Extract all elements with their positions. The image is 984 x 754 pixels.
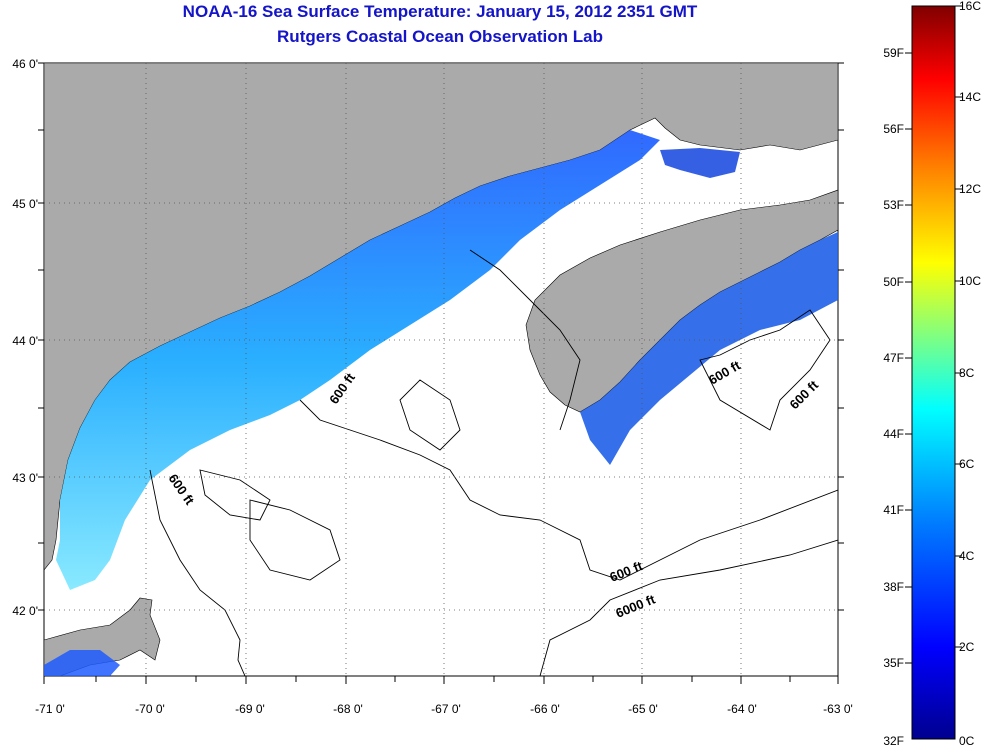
latitude-labels: 46 0' 45 0' 44 0' 43 0' 42 0'	[12, 57, 38, 618]
fahrenheit-label: 41F	[883, 503, 904, 517]
fahrenheit-label: 59F	[883, 46, 904, 60]
celsius-label: 12C	[959, 182, 981, 196]
lat-label: 45 0'	[12, 197, 38, 211]
celsius-label: 0C	[959, 734, 975, 748]
fahrenheit-label: 32F	[883, 734, 904, 748]
fahrenheit-label: 50F	[883, 275, 904, 289]
lat-label: 43 0'	[12, 471, 38, 485]
fahrenheit-label: 35F	[883, 656, 904, 670]
lon-label: -71 0'	[35, 702, 65, 716]
map-ticks	[38, 62, 844, 684]
colorbar-fahrenheit-labels: 59F 56F 53F 50F 47F 44F 41F 38F 35F 32F	[883, 46, 904, 748]
celsius-label: 2C	[959, 640, 975, 654]
lon-label: -67 0'	[431, 702, 461, 716]
lon-label: -69 0'	[235, 702, 265, 716]
fahrenheit-label: 56F	[883, 122, 904, 136]
lon-label: -63 0'	[823, 702, 853, 716]
sst-nova-scotia-band	[580, 232, 838, 465]
lat-label: 44 0'	[12, 334, 38, 348]
sst-cape-cod-patch	[44, 650, 120, 676]
fahrenheit-label: 53F	[883, 198, 904, 212]
map-title-line-1: NOAA-16 Sea Surface Temperature: January…	[182, 2, 698, 21]
lat-label: 42 0'	[12, 604, 38, 618]
fahrenheit-label: 44F	[883, 427, 904, 441]
celsius-label: 14C	[959, 90, 981, 104]
longitude-labels: -71 0' -70 0' -69 0' -68 0' -67 0' -66 0…	[35, 702, 853, 716]
colorbar-celsius-labels: 16C 14C 12C 10C 8C 6C 4C 2C 0C	[959, 0, 981, 748]
lat-label: 46 0'	[12, 57, 38, 71]
fahrenheit-label: 38F	[883, 580, 904, 594]
celsius-label: 10C	[959, 274, 981, 288]
lon-label: -70 0'	[135, 702, 165, 716]
celsius-label: 4C	[959, 549, 975, 563]
colorbar-ticks	[905, 5, 962, 664]
lon-label: -66 0'	[530, 702, 560, 716]
sst-fundy-patch	[660, 148, 740, 178]
fahrenheit-label: 47F	[883, 351, 904, 365]
lon-label: -64 0'	[727, 702, 757, 716]
celsius-label: 6C	[959, 457, 975, 471]
map-title-line-2: Rutgers Coastal Ocean Observation Lab	[277, 27, 603, 46]
lon-label: -65 0'	[628, 702, 658, 716]
celsius-label: 8C	[959, 366, 975, 380]
colorbar	[911, 5, 956, 740]
lon-label: -68 0'	[333, 702, 363, 716]
celsius-label: 16C	[959, 0, 981, 13]
sst-coastal-band	[56, 130, 660, 590]
graticule	[44, 63, 838, 676]
bathymetry-contours	[149, 249, 838, 676]
